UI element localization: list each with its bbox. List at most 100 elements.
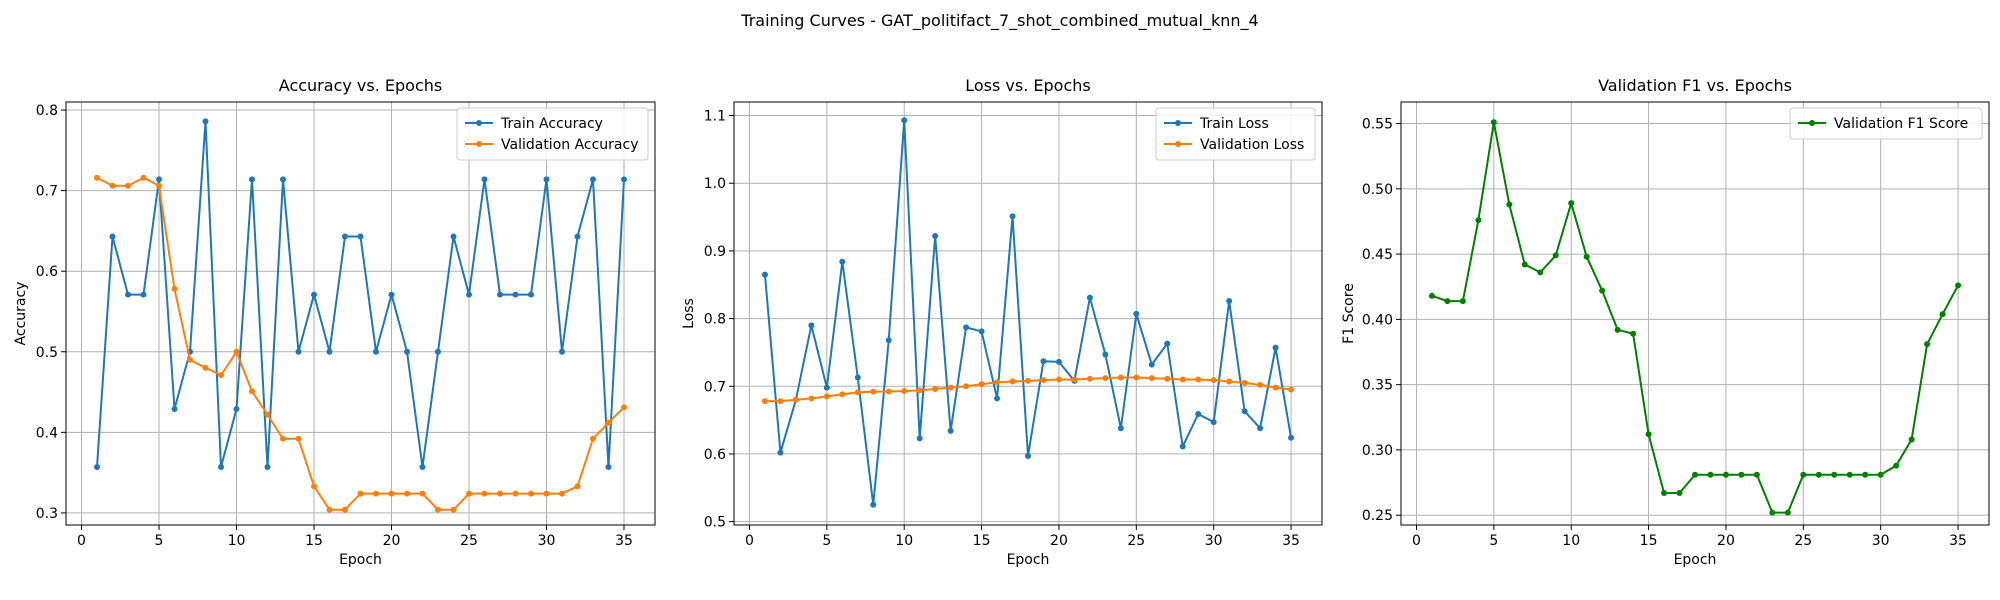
- data-point: [605, 419, 612, 426]
- x-tick-label: 15: [973, 533, 991, 549]
- data-point: [1102, 351, 1109, 358]
- data-point: [777, 398, 784, 405]
- data-point: [512, 291, 519, 298]
- data-point: [1722, 471, 1729, 478]
- axes-frame: [1400, 101, 1990, 526]
- data-point: [1272, 384, 1279, 391]
- data-point: [1025, 377, 1031, 384]
- data-point: [1769, 509, 1776, 516]
- y-tick-label: 0.6: [704, 447, 726, 463]
- data-point: [1815, 471, 1822, 478]
- x-tick-label: 0: [745, 533, 754, 549]
- series-line-1: [763, 119, 1293, 506]
- data-point: [1009, 378, 1016, 385]
- data-point: [1862, 471, 1869, 478]
- data-point: [156, 176, 162, 183]
- data-point: [280, 176, 286, 183]
- data-point: [1939, 311, 1946, 318]
- x-tick-label: 0: [1412, 533, 1421, 549]
- y-tick-label: 0.30: [1362, 443, 1393, 459]
- y-axis-label: Accuracy: [13, 282, 29, 346]
- x-tick-label: 20: [1050, 533, 1068, 549]
- data-point: [1955, 282, 1962, 289]
- data-point: [1676, 490, 1683, 497]
- data-point: [404, 348, 410, 355]
- chart-panel-2: 0 5 10 15 20 25 30 35 0.5 0.6 0.7 0.8 0.9 1.0 1.1 Loss …: [681, 76, 1323, 568]
- x-tick-label: 30: [1205, 533, 1223, 549]
- axes-frame: [65, 101, 656, 526]
- data-point: [1784, 509, 1791, 516]
- data-point: [543, 490, 550, 497]
- y-axis-label: Loss: [681, 298, 697, 329]
- x-tick-label: 10: [895, 533, 913, 549]
- data-point: [963, 383, 970, 390]
- data-point: [280, 435, 286, 442]
- data-point: [1428, 292, 1435, 299]
- data-point: [1241, 379, 1248, 386]
- data-point: [342, 233, 348, 240]
- data-point: [994, 379, 1001, 386]
- y-tick-label: 0.3: [36, 506, 58, 522]
- legend-marker: [1175, 141, 1181, 147]
- data-point: [870, 388, 877, 395]
- data-point: [388, 490, 395, 497]
- legend-marker: [476, 120, 482, 126]
- x-axis-label: Epoch: [1007, 552, 1050, 568]
- x-tick-label: 35: [1282, 533, 1300, 549]
- data-point: [839, 391, 846, 398]
- legend-label: Validation Loss: [1200, 137, 1304, 153]
- data-point: [1707, 471, 1714, 478]
- data-point: [1226, 297, 1233, 304]
- data-point: [171, 285, 178, 292]
- data-point: [218, 463, 224, 470]
- data-point: [885, 337, 892, 344]
- y-tick-label: 1.1: [704, 109, 726, 125]
- chart-panel-1: 0 5 10 15 20 25 30 35 0.3 0.4 0.5 0.6 0.7 0.8 Accuracy…: [13, 76, 656, 568]
- data-point: [249, 176, 255, 183]
- panel-title: Loss vs. Epochs: [965, 76, 1090, 95]
- data-point: [590, 176, 596, 183]
- legend-box: [1155, 107, 1316, 161]
- data-point: [1179, 443, 1186, 450]
- data-point: [854, 389, 861, 396]
- data-point: [295, 348, 302, 355]
- y-tick-label: 0.50: [1362, 182, 1393, 198]
- data-point: [901, 387, 908, 394]
- data-point: [1537, 269, 1544, 276]
- data-point: [1630, 330, 1637, 337]
- x-tick-label: 5: [822, 533, 831, 549]
- data-point: [1893, 462, 1900, 469]
- data-point: [1846, 471, 1853, 478]
- data-point: [854, 374, 861, 381]
- y-tick-label: 0.5: [36, 345, 58, 361]
- data-point: [590, 435, 596, 442]
- x-tick-label: 15: [305, 533, 323, 549]
- x-tick-label: 20: [1717, 533, 1735, 549]
- x-tick-label: 25: [1794, 533, 1812, 549]
- data-point: [326, 506, 333, 513]
- y-tick-label: 0.8: [36, 103, 58, 119]
- data-point: [311, 483, 317, 490]
- data-point: [1133, 374, 1140, 381]
- data-point: [202, 118, 209, 125]
- data-point: [916, 435, 923, 442]
- data-point: [1924, 341, 1931, 348]
- x-tick-label: 25: [1127, 533, 1145, 549]
- data-point: [1272, 344, 1279, 351]
- data-point: [932, 233, 939, 240]
- y-tick-label: 0.4: [36, 425, 58, 441]
- x-tick-label: 0: [77, 533, 86, 549]
- data-point: [932, 385, 939, 392]
- data-point: [450, 233, 457, 240]
- data-point: [1288, 386, 1295, 393]
- legend-label: Validation Accuracy: [501, 137, 639, 153]
- legend-label: Validation F1 Score: [1834, 116, 1968, 132]
- data-point: [916, 387, 923, 394]
- y-tick-label: 0.5: [704, 515, 726, 531]
- legend-label: Train Accuracy: [500, 116, 603, 132]
- data-point: [404, 490, 410, 497]
- data-point: [125, 291, 131, 298]
- legend: Train Accuracy Validation Accuracy: [456, 107, 649, 161]
- data-point: [1800, 471, 1807, 478]
